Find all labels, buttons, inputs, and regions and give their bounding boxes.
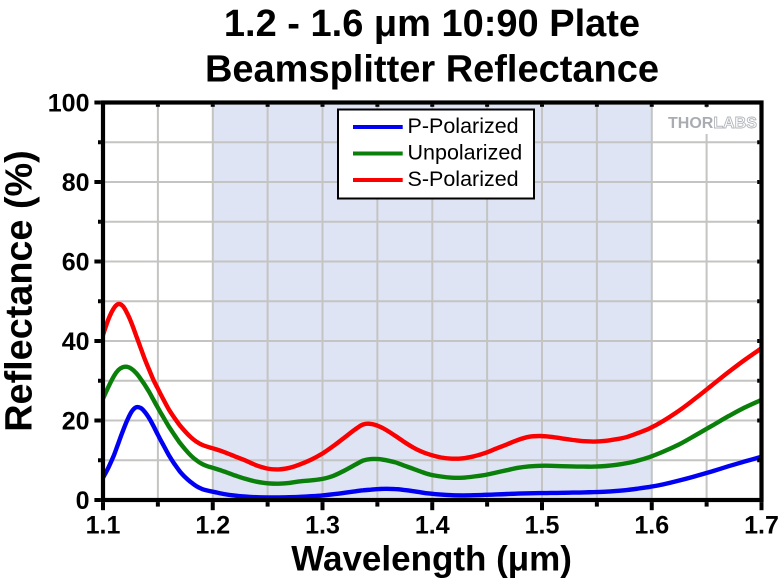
svg-text:1.1: 1.1 (86, 512, 121, 540)
svg-text:Wavelength (μm): Wavelength (μm) (291, 540, 572, 579)
svg-text:1.2 - 1.6 μm 10:90 Plate: 1.2 - 1.6 μm 10:90 Plate (224, 3, 640, 45)
svg-text:60: 60 (62, 249, 90, 277)
svg-text:40: 40 (62, 328, 90, 356)
svg-text:P-Polarized: P-Polarized (408, 114, 519, 138)
svg-text:Reflectance (%): Reflectance (%) (0, 150, 41, 431)
svg-text:1.2: 1.2 (195, 512, 230, 540)
svg-text:1.5: 1.5 (525, 512, 560, 540)
svg-text:80: 80 (62, 169, 90, 197)
svg-text:1.6: 1.6 (634, 512, 669, 540)
svg-text:THORLABS: THORLABS (668, 115, 757, 132)
svg-text:1.7: 1.7 (744, 512, 779, 540)
svg-text:100: 100 (48, 90, 90, 118)
svg-text:1.4: 1.4 (415, 512, 450, 540)
svg-text:0: 0 (76, 487, 90, 515)
svg-text:Beamsplitter Reflectance: Beamsplitter Reflectance (205, 49, 659, 91)
svg-text:S-Polarized: S-Polarized (408, 167, 519, 191)
svg-text:20: 20 (62, 408, 90, 436)
svg-text:1.3: 1.3 (305, 512, 340, 540)
svg-text:Unpolarized: Unpolarized (408, 141, 523, 165)
